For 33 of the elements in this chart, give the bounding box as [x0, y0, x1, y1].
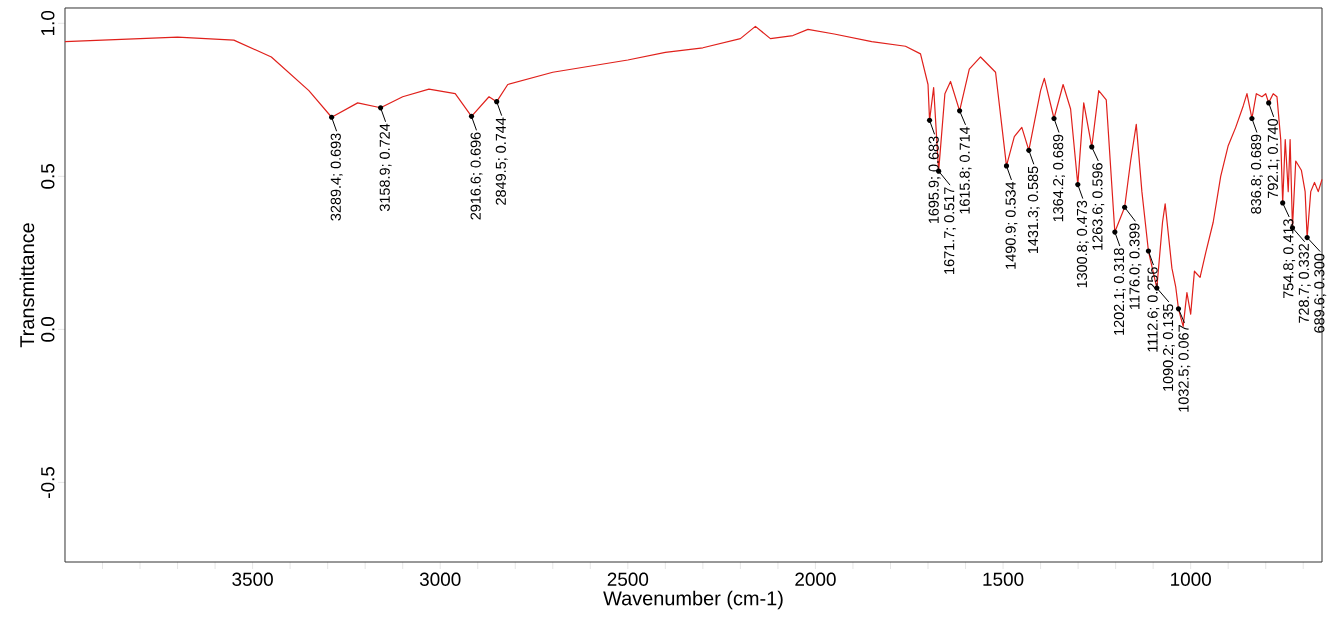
y-tick-label: 0.0	[41, 316, 55, 342]
annotation: 1300.8; 0.473	[1076, 200, 1089, 288]
annotation: 3158.9; 0.724	[379, 123, 392, 212]
x-axis-title: Wavenumber (cm-1)	[603, 590, 783, 610]
annotation: 1176.0; 0.399	[1129, 223, 1142, 309]
annotation: 754.8; 0.413	[1283, 219, 1296, 299]
y-axis-title: Transmittance	[19, 223, 35, 348]
annotation: 2849.5; 0.744	[495, 117, 508, 205]
y-tick-label: 0.5	[41, 163, 55, 189]
annotation: 1364.2; 0.689	[1053, 134, 1065, 222]
annotation: 1695.9; 0.683	[928, 136, 941, 224]
annotation: 1202.1; 0.318	[1113, 248, 1126, 335]
annotation: 1671.7; 0.517	[944, 187, 957, 274]
annotation: 1263.6; 0.596	[1092, 163, 1105, 250]
x-tick-label: 1000	[1171, 572, 1211, 586]
annotation: 3289.4; 0.693	[330, 133, 343, 221]
annotation: 2916.6; 0.696	[470, 132, 483, 220]
annotation: 792.1; 0.740	[1267, 118, 1280, 198]
x-tick-label: 3500	[232, 572, 273, 586]
x-tick-label: 2500	[607, 572, 649, 586]
annotation: 1032.5; 0.067	[1178, 325, 1191, 412]
annotation: 1431.3; 0.585	[1027, 166, 1040, 254]
x-tick-label: 3000	[419, 572, 461, 586]
annotation: 836.8; 0.689	[1250, 134, 1263, 214]
annotation: 1090.2; 0.135	[1162, 304, 1175, 391]
x-tick-label: 1500	[983, 572, 1024, 586]
annotation: 1490.9; 0.534	[1005, 181, 1018, 269]
y-tick-label: -0.5	[41, 466, 55, 498]
x-tick-label: 2000	[795, 572, 836, 586]
annotation: 728.7; 0.332	[1298, 244, 1311, 323]
annotation: 1615.8; 0.714	[959, 126, 972, 214]
annotation: 689.6; 0.300	[1314, 253, 1327, 333]
y-tick-label: 1.0	[41, 10, 55, 36]
